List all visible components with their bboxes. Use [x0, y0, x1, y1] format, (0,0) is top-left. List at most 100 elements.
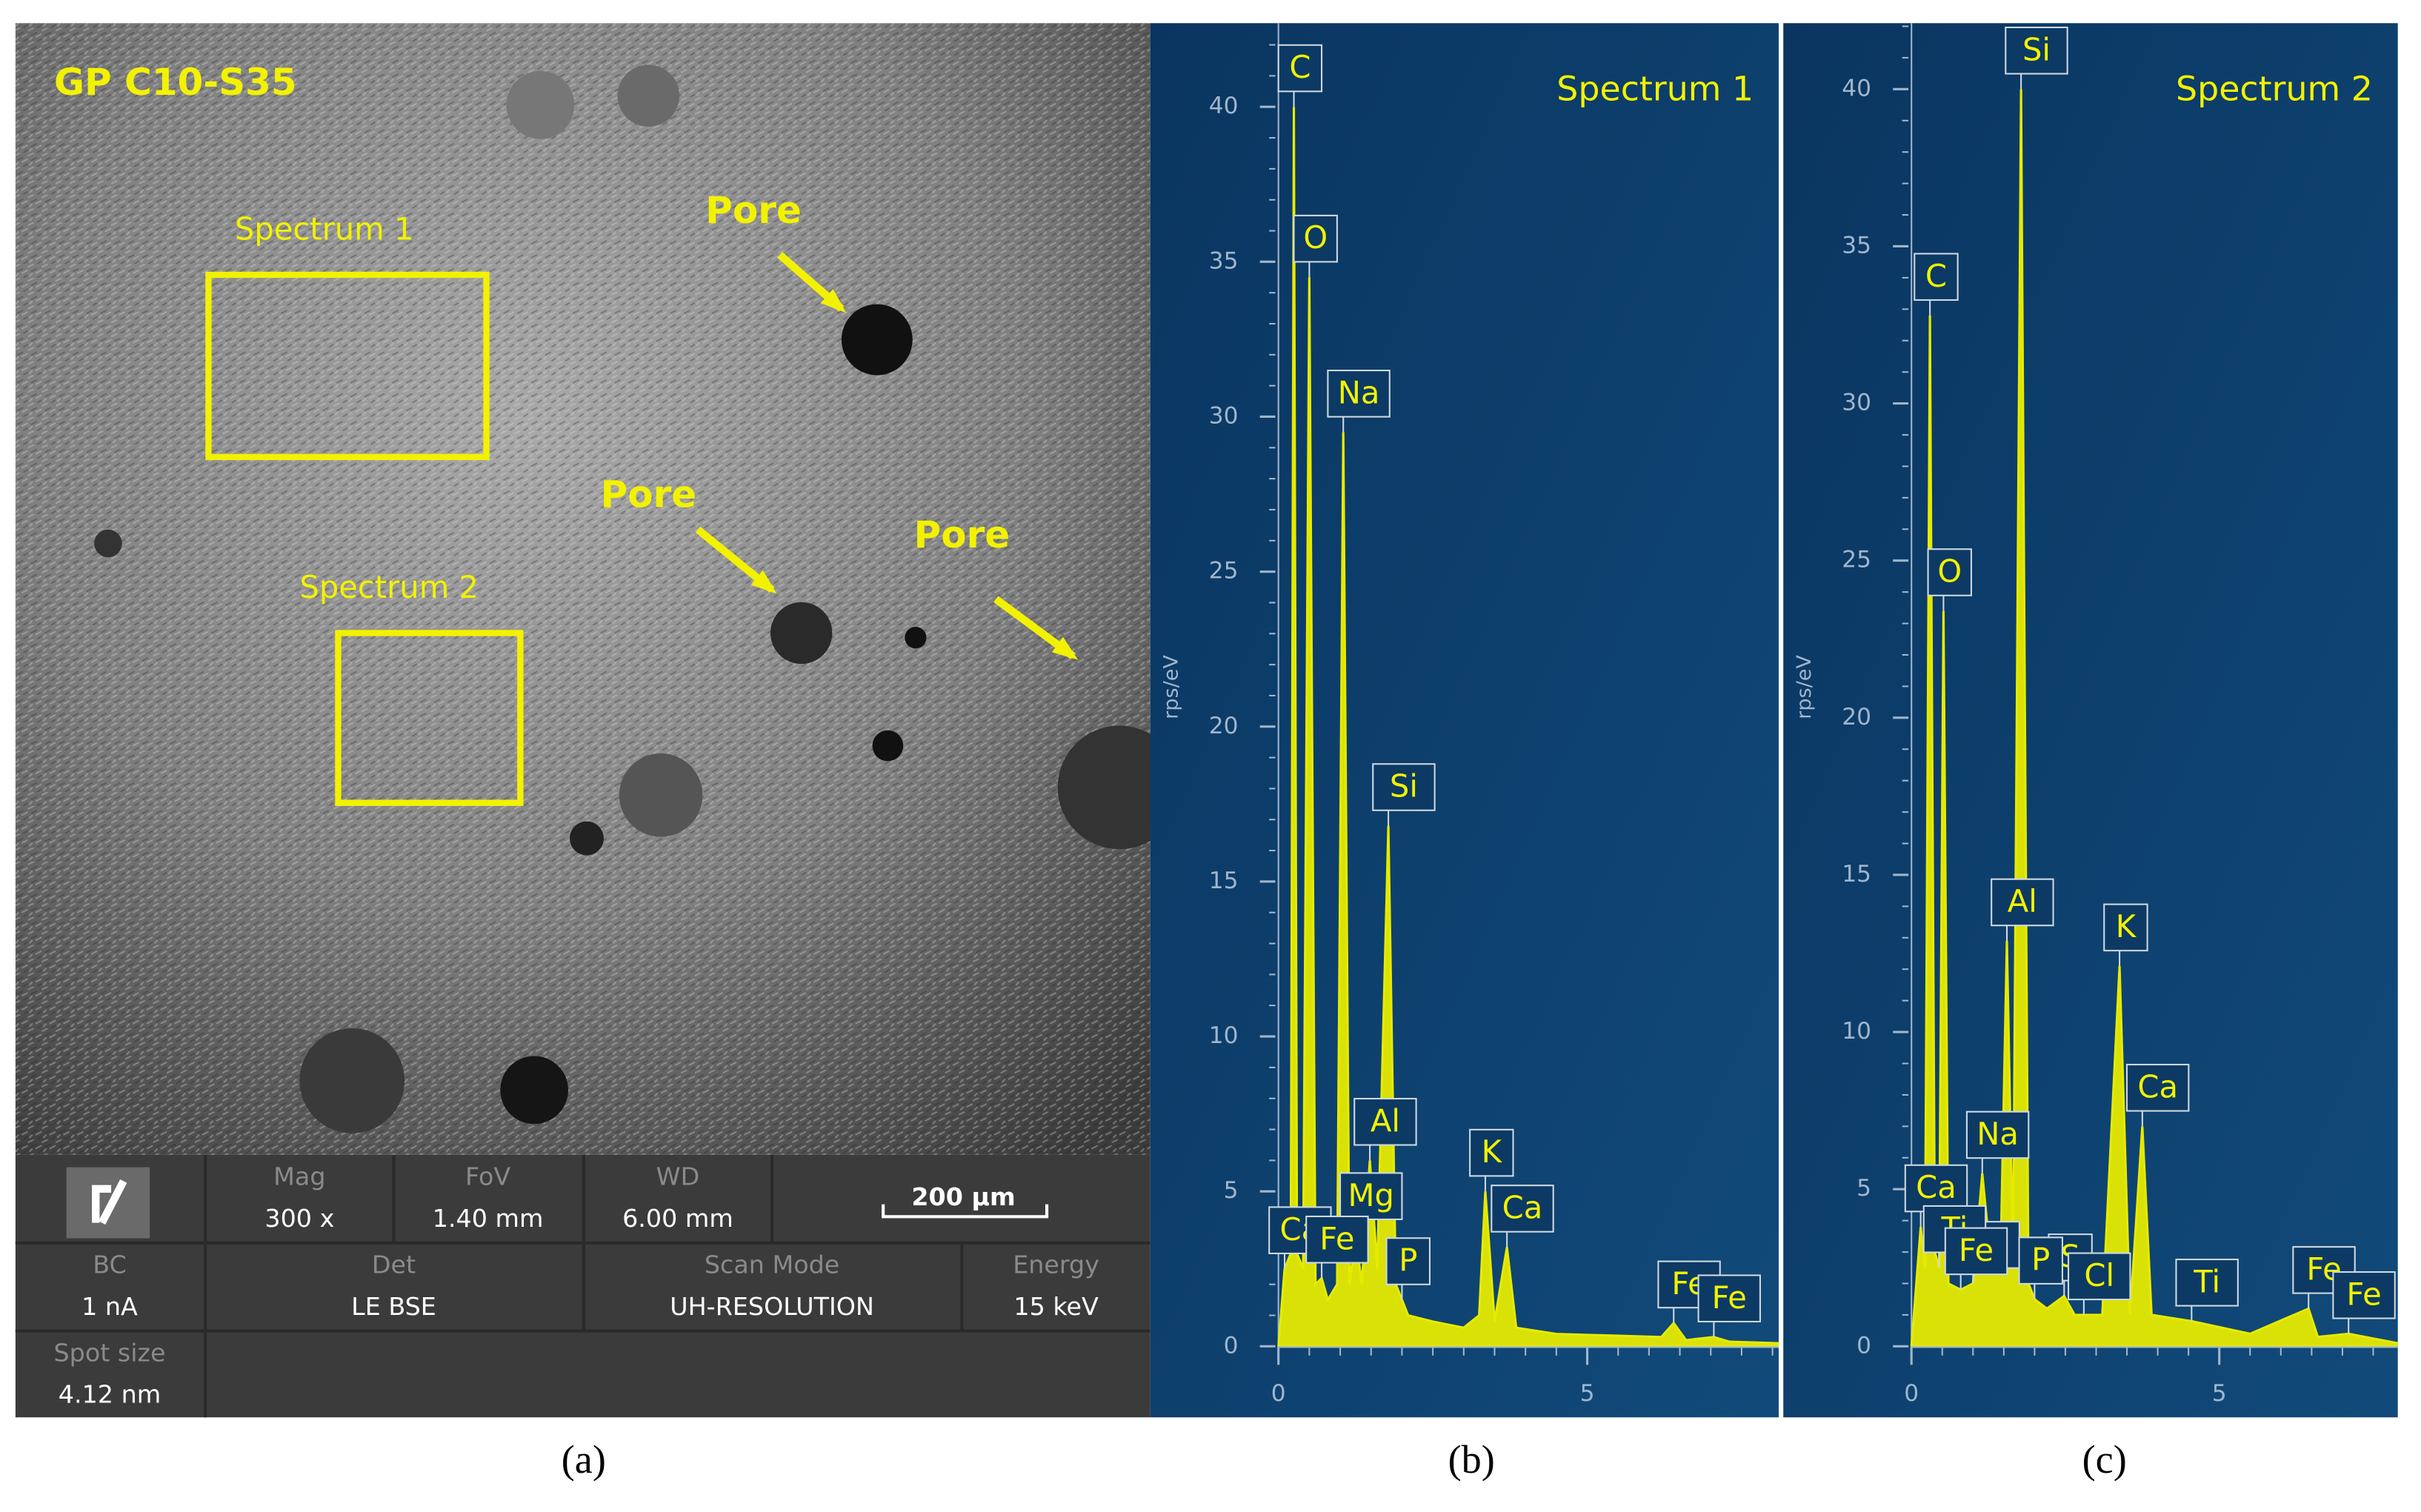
y-tick-label: 30: [1209, 402, 1239, 429]
peak-label-box: [1927, 548, 1972, 596]
peak-label-box: [2018, 1236, 2063, 1285]
y-tick-label: 35: [1842, 232, 1871, 259]
peak-label: Cl: [2084, 1257, 2114, 1293]
panel-caption: (c): [2082, 1437, 2127, 1482]
peak-label-box: [1965, 1110, 2030, 1159]
y-tick-label: 0: [1856, 1332, 1871, 1359]
peak-label: C: [1925, 258, 1947, 294]
peak-label-box: [1372, 763, 1436, 811]
y-tick-label: 5: [1856, 1175, 1871, 1202]
arrow-head: [1051, 636, 1079, 660]
peak-label-box: [1293, 214, 1338, 263]
peak-label: Al: [2008, 883, 2037, 919]
y-tick-label: 30: [1842, 390, 1871, 416]
peak-label-box: [1385, 1237, 1431, 1285]
peak-label-box: [2332, 1270, 2396, 1319]
peak-label-box: [2125, 1063, 2190, 1112]
peak-label: Na: [1977, 1116, 2019, 1152]
x-tick-label: 5: [2212, 1380, 2227, 1407]
panel-caption: (b): [1448, 1437, 1495, 1482]
info-value: LE BSE: [351, 1292, 436, 1321]
y-tick-label: 40: [1209, 93, 1239, 119]
info-label: WD: [656, 1162, 700, 1191]
peak-label-box: [1339, 1172, 1403, 1220]
peak-label: O: [1937, 553, 1962, 590]
peak-label: O: [1303, 219, 1328, 256]
peak-label-box: [1327, 370, 1391, 418]
y-tick-label: 10: [1842, 1018, 1871, 1045]
scale-bar-label: 200 µm: [911, 1182, 1015, 1211]
peak-label-box: [2068, 1252, 2131, 1301]
y-tick-label: 35: [1209, 247, 1239, 274]
peak-label: Ti: [2193, 1263, 2220, 1299]
peak-label: Si: [1390, 768, 1418, 805]
peak-label: K: [2116, 908, 2137, 945]
info-value: 4.12 nm: [59, 1380, 161, 1409]
peak-label-box: [1697, 1274, 1761, 1323]
info-label: Spot size: [54, 1338, 166, 1367]
x-tick-label: 0: [1904, 1380, 1919, 1407]
y-tick-label: 20: [1209, 713, 1239, 739]
y-tick-label: 15: [1209, 867, 1239, 894]
peak-label: Ca: [2137, 1068, 2178, 1105]
y-tick-label: 25: [1842, 547, 1871, 573]
peak-label-box: [1491, 1185, 1554, 1233]
peak-label-box: [1914, 253, 1959, 302]
sem-info-panel: 200 µm Mag 300 x FoV 1.40 mm WD 6.00 mm BC 1 nA…: [15, 1154, 1150, 1418]
pore-label: Pore: [601, 473, 697, 516]
info-value: 1 nA: [81, 1292, 138, 1321]
peak-label: Ca: [1916, 1169, 1957, 1205]
x-tick-label: 5: [1580, 1380, 1595, 1407]
info-value: 300 x: [264, 1204, 334, 1233]
peak-label: Ca: [1502, 1189, 1543, 1225]
peak-label-box: [2103, 903, 2148, 952]
y-tick-label: 0: [1224, 1332, 1239, 1359]
panel-background: [1150, 23, 1779, 1418]
info-label: Det: [372, 1250, 416, 1279]
y-tick-label: 10: [1209, 1022, 1239, 1049]
sem-annotations: GP C10-S35 Spectrum 1 Spectrum 2 Pore Pore Po…: [54, 61, 1079, 806]
info-label: BC: [93, 1250, 127, 1279]
peak-label-box: [2005, 26, 2068, 75]
peak-label-box: [1353, 1097, 1417, 1146]
peak-label-box: [1305, 1215, 1369, 1264]
x-tick-label: 0: [1271, 1380, 1286, 1407]
peak-label-box: [1991, 878, 2054, 927]
peak-label: P: [1399, 1242, 1417, 1279]
sem-image: [15, 23, 1182, 1155]
arrow-head: [820, 288, 847, 313]
y-tick-label: 20: [1842, 704, 1871, 730]
spectrum-panel: 0 5 10 15 20 25 30 35 40 0 5 rps/eV Spectrum 2 Si C O Al…: [1783, 23, 2398, 1418]
spectrum-title: Spectrum 1: [1556, 68, 1754, 108]
peak-label: K: [1482, 1133, 1503, 1170]
panel-caption: (a): [562, 1437, 606, 1482]
info-value: UH-RESOLUTION: [670, 1292, 874, 1321]
info-label: Scan Mode: [705, 1250, 839, 1279]
peak-label: Si: [2022, 31, 2051, 67]
spectra: 0 5 10 15 20 25 30 35 40 0 5 rps/eV Spectrum 1 C O Na Si…: [1150, 23, 2398, 1418]
peak-label: C: [1289, 49, 1311, 85]
peak-label: Na: [1338, 374, 1380, 410]
spectrum-title: Spectrum 2: [2176, 68, 2373, 108]
y-tick-label: 40: [1842, 75, 1871, 101]
peak-label: Mg: [1348, 1177, 1394, 1213]
y-tick-label: 25: [1209, 558, 1239, 585]
region-label: Spectrum 2: [299, 569, 479, 605]
y-tick-label: 5: [1224, 1177, 1239, 1204]
pore-label: Pore: [914, 513, 1010, 556]
spectrum-region: [205, 271, 490, 461]
spectrum-panel: 0 5 10 15 20 25 30 35 40 0 5 rps/eV Spectrum 1 C O Na Si…: [1150, 23, 1779, 1418]
y-axis-label: rps/eV: [1159, 655, 1182, 719]
captions: (a) (b) (c): [562, 1437, 2127, 1482]
peak-label: Fe: [1959, 1232, 1994, 1268]
peak-label: Fe: [1319, 1220, 1354, 1256]
info-label: Mag: [273, 1162, 325, 1191]
region-label: Spectrum 1: [235, 211, 414, 247]
pore-label: Pore: [705, 189, 802, 232]
peak-label: Fe: [2346, 1276, 2381, 1312]
panel-background: [1783, 23, 2398, 1418]
peak-label-box: [1469, 1128, 1514, 1177]
info-label: Energy: [1013, 1250, 1099, 1279]
